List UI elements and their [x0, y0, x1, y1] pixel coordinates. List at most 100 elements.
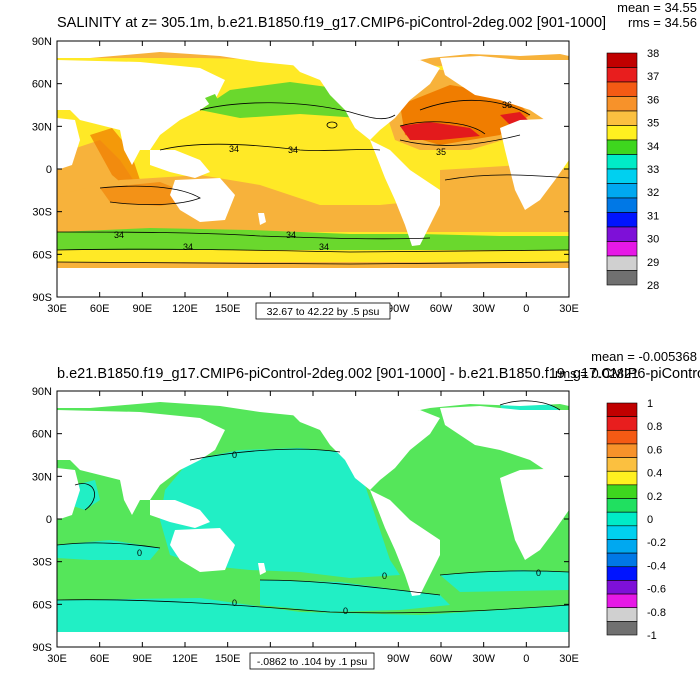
colorbar-label: 34 — [647, 141, 659, 153]
colorbar-box — [606, 52, 638, 68]
y-tick-label: 30S — [32, 207, 52, 219]
x-tick-label: 120E — [172, 303, 198, 315]
x-tick-label: 30E — [47, 653, 67, 665]
panel2-contour-label: 0 — [232, 598, 237, 608]
colorbar-box — [606, 552, 638, 568]
colorbar-box — [606, 429, 638, 445]
colorbar-box — [606, 110, 638, 126]
y-tick-label: 30N — [32, 471, 52, 483]
panel1-range-box — [255, 302, 391, 320]
colorbar-box — [606, 580, 638, 595]
panel2-colorbar: 1 0.8 0.6 0.4 0.2 0 -0.2 -0.4 -0.6 -0.8 -1 — [606, 398, 666, 642]
colorbar-label: 29 — [647, 257, 659, 269]
colorbar-label: 0.2 — [647, 491, 662, 503]
y-tick-label: 90N — [32, 36, 52, 48]
colorbar-label: 38 — [647, 48, 659, 60]
x-tick-label: 150E — [215, 303, 241, 315]
colorbar-label: 33 — [647, 164, 659, 176]
y-tick-label: 30N — [32, 121, 52, 133]
panel1-colorbar: 38 37 36 35 34 33 32 31 30 29 28 — [606, 48, 659, 292]
colorbar-box — [606, 566, 638, 581]
panel1-rms: rms = 34.56 — [628, 15, 697, 30]
colorbar-box — [606, 443, 638, 458]
colorbar-box — [606, 81, 638, 97]
panel1-contour-label: 34 — [229, 144, 239, 154]
y-tick-label: 30S — [32, 557, 52, 569]
panel2-contour-label: 0 — [536, 568, 541, 578]
colorbar-box — [606, 402, 638, 417]
colorbar-label: 32 — [647, 187, 659, 199]
x-tick-label: 120E — [172, 653, 198, 665]
panel1-contour-label: 34 — [288, 145, 298, 155]
colorbar-box — [606, 607, 638, 622]
y-tick-label: 90S — [32, 642, 52, 654]
y-tick-label: 90N — [32, 386, 52, 398]
colorbar-label: 0.4 — [647, 468, 662, 480]
colorbar-box — [606, 484, 638, 499]
panel2-contour-label: 0 — [382, 571, 387, 581]
colorbar-box — [606, 125, 638, 141]
colorbar-box — [606, 270, 638, 286]
panel2-contour-label: 0 — [343, 606, 348, 616]
x-tick-label: 0 — [523, 303, 529, 315]
colorbar-label: 37 — [647, 71, 659, 83]
colorbar-box — [606, 139, 638, 155]
panel1-contour-label: 36 — [502, 100, 512, 110]
colorbar-label: -1 — [647, 630, 657, 642]
panel1-contour-label: 34 — [286, 230, 296, 240]
colorbar-label: 30 — [647, 234, 659, 246]
colorbar-box — [606, 154, 638, 170]
colorbar-box — [606, 416, 638, 431]
colorbar-box — [606, 539, 638, 554]
panel2-axes: 30E60E90E120E150E180150W120W90W60W30W030… — [32, 386, 579, 665]
colorbar-box — [606, 525, 638, 540]
y-tick-label: 60N — [32, 79, 52, 91]
colorbar-box — [606, 183, 638, 199]
colorbar-box — [606, 621, 638, 636]
y-tick-label: 60S — [32, 249, 52, 261]
y-tick-label: 60N — [32, 429, 52, 441]
x-tick-label: 150E — [215, 653, 241, 665]
x-tick-label: 30W — [472, 303, 495, 315]
x-tick-label: 30E — [47, 303, 67, 315]
colorbar-label: -0.4 — [647, 560, 666, 572]
panel2-range-box — [249, 652, 375, 670]
colorbar-label: 1 — [647, 398, 653, 410]
colorbar-label: 0.8 — [647, 421, 662, 433]
x-tick-label: 90W — [387, 653, 410, 665]
colorbar-label: 31 — [647, 210, 659, 222]
panel-salinity: SALINITY at z= 305.1m, b.e21.B1850.f19_g… — [32, 0, 697, 320]
panel1-contour-label: 34 — [319, 242, 329, 252]
colorbar-label: -0.2 — [647, 537, 666, 549]
colorbar-box — [606, 67, 638, 83]
colorbar-box — [606, 457, 638, 472]
panel1-title: SALINITY at z= 305.1m, b.e21.B1850.f19_g… — [57, 15, 606, 31]
x-tick-label: 90E — [133, 303, 153, 315]
panel1-range-label: 32.67 to 42.22 by .5 psu — [267, 306, 380, 318]
colorbar-box — [606, 593, 638, 609]
x-tick-label: 90W — [387, 303, 410, 315]
y-tick-label: 60S — [32, 599, 52, 611]
x-tick-label: 60W — [430, 653, 453, 665]
x-tick-label: 0 — [523, 653, 529, 665]
x-tick-label: 60E — [90, 653, 110, 665]
colorbar-box — [606, 212, 638, 228]
x-tick-label: 60W — [430, 303, 453, 315]
panel1-contour-label: 34 — [114, 230, 124, 240]
y-tick-label: 0 — [46, 514, 52, 526]
x-tick-label: 60E — [90, 303, 110, 315]
colorbar-box — [606, 255, 638, 271]
colorbar-box — [606, 241, 638, 257]
colorbar-label: 0.6 — [647, 444, 662, 456]
colorbar-label: 28 — [647, 280, 659, 292]
colorbar-box — [606, 470, 638, 486]
colorbar-label: -0.6 — [647, 584, 666, 596]
x-tick-label: 30E — [559, 303, 579, 315]
colorbar-label: 35 — [647, 118, 659, 130]
colorbar-label: 36 — [647, 94, 659, 106]
panel2-rms: rms = 0.02821 — [555, 366, 638, 381]
panel1-map: 34 34 34 34 34 34 35 36 — [57, 41, 569, 297]
panel2-map: 0 0 0 0 0 0 — [57, 391, 569, 647]
colorbar-box — [606, 226, 638, 242]
panel2-contour-label: 0 — [137, 548, 142, 558]
